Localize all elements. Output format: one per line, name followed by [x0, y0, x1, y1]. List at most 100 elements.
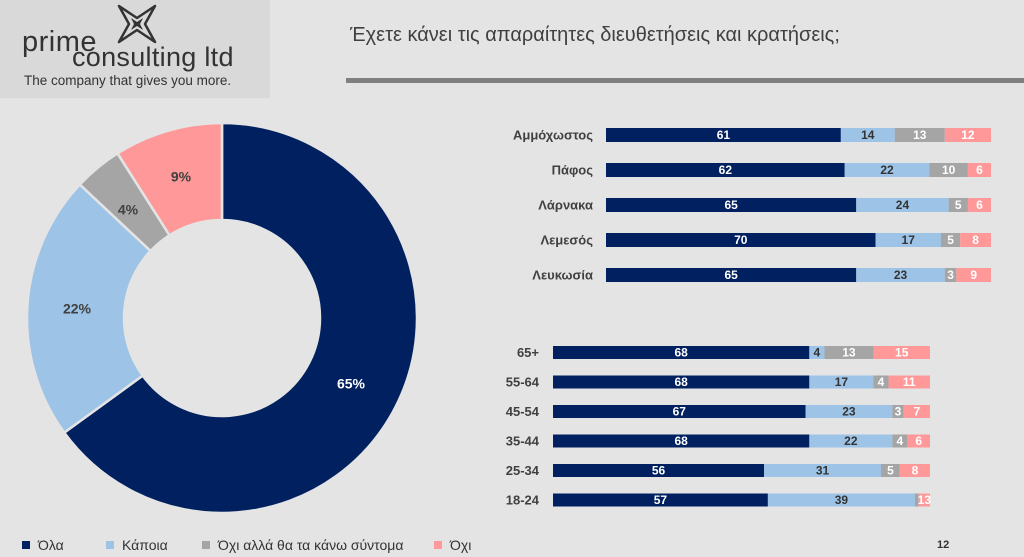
legend-label: Όχι [450, 537, 472, 553]
category-label: 55-64 [506, 374, 540, 389]
bar-segment [944, 268, 957, 282]
bar-value-label: 68 [675, 346, 689, 360]
category-label: 65+ [517, 345, 539, 360]
legend-swatch [434, 541, 442, 549]
bar-segment [553, 464, 765, 477]
bar-value-label: 17 [835, 375, 849, 389]
bar-value-label: 8 [972, 233, 979, 247]
bar-value-label: 24 [896, 198, 910, 212]
category-label: 25-34 [506, 463, 540, 478]
bar-value-label: 23 [894, 268, 908, 282]
donut-slice [62, 121, 419, 515]
bar-segment [805, 405, 893, 418]
bar-segment [956, 268, 991, 282]
bar-value-label: 39 [835, 493, 849, 507]
legend-item: Όχι [434, 537, 471, 553]
legend-item: Όλα [22, 537, 64, 553]
bar-segment [873, 375, 889, 389]
bar-value-label: 13 [842, 346, 856, 360]
bar-value-label: 17 [902, 233, 916, 247]
bar-segment [856, 268, 945, 282]
bar-segment [553, 434, 810, 448]
bar-segment [824, 346, 874, 359]
bar-value-label: 5 [955, 198, 962, 212]
category-label: Πάφος [552, 162, 594, 177]
bar-segment [967, 163, 991, 177]
bar-segment [892, 434, 908, 448]
logo-brand-line2: consulting ltd [72, 42, 234, 72]
legend-label: Κάποια [122, 537, 168, 553]
bar-segment [844, 163, 930, 177]
bar-segment [809, 346, 825, 359]
donut-chart: 65% 22% 4% 9% [25, 121, 419, 515]
bar-value-label: 57 [654, 493, 668, 507]
category-label: Αμμόχωστος [513, 127, 593, 142]
bar-value-label: 13 [918, 493, 932, 507]
donut-slice-label: 9% [171, 169, 192, 185]
donut-slice [115, 121, 224, 237]
bar-value-label: 5 [947, 233, 954, 247]
bar-segment [929, 163, 968, 177]
bar-value-label: 15 [895, 346, 909, 360]
category-label: 35-44 [506, 433, 540, 448]
category-label: Λεμεσός [540, 232, 593, 247]
bar-segment [809, 375, 874, 389]
category-label: Λάρνακα [538, 197, 593, 212]
legend-swatch [22, 541, 30, 549]
bar-value-label: 6 [976, 163, 983, 177]
bar-value-label: 3 [895, 405, 902, 419]
bar-value-label: 3 [947, 268, 954, 282]
bar-value-label: 7 [913, 405, 920, 419]
bar-segment [907, 434, 930, 448]
bar-value-label: 5 [887, 464, 894, 478]
bar-value-label: 13 [913, 128, 927, 142]
bar-segment [880, 464, 900, 477]
bar-segment [553, 375, 810, 389]
bar-segment [892, 405, 904, 418]
category-label: 45-54 [506, 404, 540, 419]
bar-value-label: 12 [961, 128, 975, 142]
bar-segment [944, 128, 991, 142]
bar-segment [960, 233, 991, 247]
bar-segment [809, 434, 893, 448]
bar-value-label: 68 [675, 375, 689, 389]
bar-value-label: 70 [734, 233, 748, 247]
logo-tagline: The company that gives you more. [24, 73, 232, 88]
legend-swatch [106, 541, 114, 549]
bar-segment [914, 493, 919, 507]
bar-value-label: 9 [970, 268, 977, 282]
logo-star-icon [117, 4, 157, 44]
bar-value-label: 11 [903, 375, 916, 389]
bar-value-label: 22 [880, 163, 894, 177]
bar-value-label: 56 [652, 464, 666, 478]
legend-label: Όλα [38, 537, 64, 553]
bar-segment [918, 493, 930, 507]
bar-segment [606, 233, 876, 247]
donut-slice-label: 4% [118, 202, 139, 218]
bar-value-label: 6 [915, 434, 922, 448]
bar-value-label: 67 [673, 405, 687, 419]
bar-value-label: 22 [844, 434, 858, 448]
bar-segment [606, 163, 845, 177]
bar-value-label: 68 [675, 434, 689, 448]
bar-value-label: 61 [717, 128, 731, 142]
bar-segment [553, 346, 810, 359]
bar-value-label: 65 [724, 198, 738, 212]
bar-value-label: 23 [842, 405, 856, 419]
bar-value-label: 65 [724, 268, 738, 282]
bar-segment [606, 128, 841, 142]
logo-brand-line1: prime [22, 26, 98, 58]
bar-value-label: 31 [816, 464, 830, 478]
bar-value-label: 4 [814, 346, 821, 360]
bar-segment [875, 233, 941, 247]
bar-segment [606, 268, 857, 282]
bar-value-label: 8 [912, 464, 919, 478]
bar-segment [553, 493, 768, 507]
bar-segment [840, 128, 895, 142]
bar-value-label: 14 [861, 128, 875, 142]
page-number: 12 [937, 539, 950, 551]
bar-segment [888, 375, 930, 389]
